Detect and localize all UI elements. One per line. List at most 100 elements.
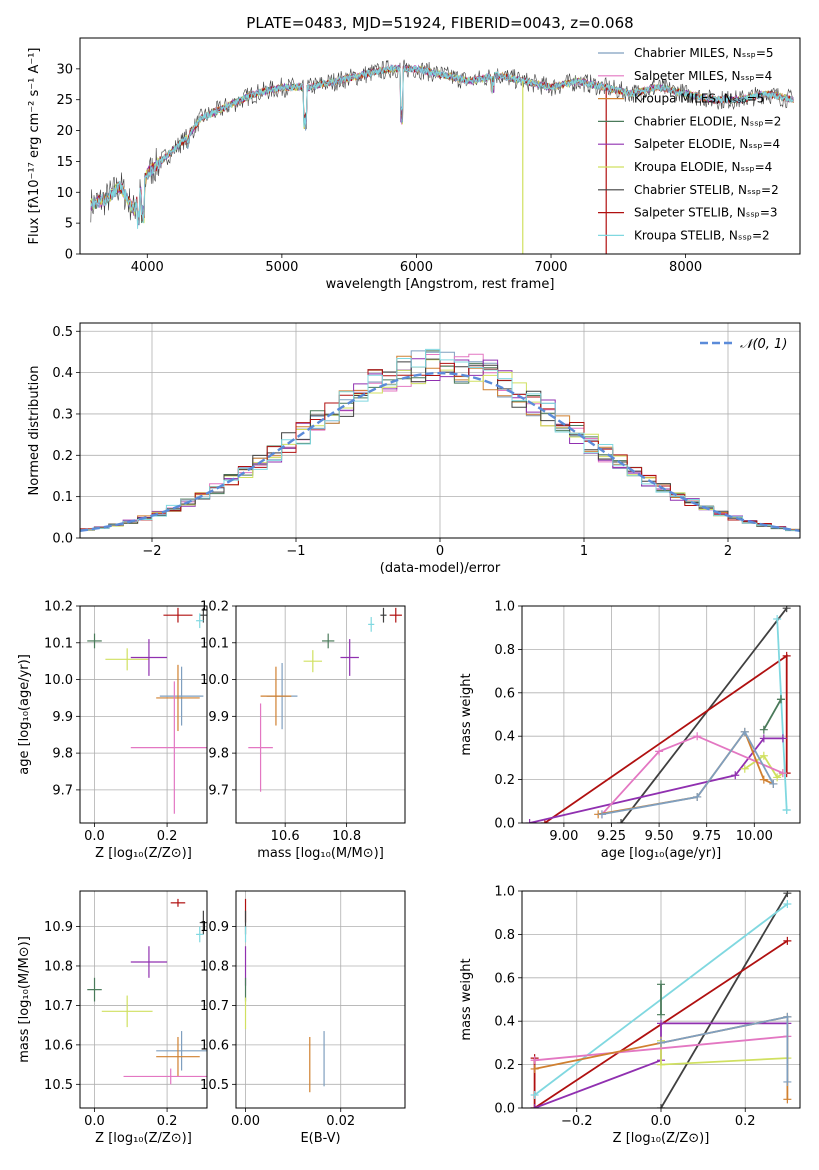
weight-line-salpeter-miles — [534, 1035, 788, 1062]
weight-marker — [597, 810, 606, 819]
x-tick-label: 0 — [436, 544, 444, 559]
y-tick-label: 0.8 — [494, 643, 515, 658]
y-tick-label: 30 — [56, 62, 73, 77]
weight-marker — [783, 1077, 792, 1086]
weight-marker — [759, 775, 768, 784]
y-axis-label: mass weight — [459, 673, 474, 755]
weight-marker — [530, 1090, 539, 1099]
x-axis-label: wavelength [Angstrom, rest frame] — [326, 277, 555, 292]
plot-area-mass_vs_Z — [87, 898, 207, 1085]
errorbar-chabrier-elodie — [87, 977, 102, 1002]
y-tick-label: 0.4 — [494, 1015, 515, 1030]
errorbar-chabrier-elodie — [322, 633, 335, 649]
axes-frame — [79, 605, 208, 824]
y-tick-label: 10.0 — [44, 673, 73, 688]
weight-marker — [778, 769, 787, 778]
x-axis-label: Z [log₁₀(Z/Z⊙)] — [95, 846, 192, 861]
x-tick-label: 10.6 — [271, 829, 300, 844]
errorbar-salpeter-miles — [123, 1068, 207, 1085]
weight-marker — [657, 1104, 665, 1108]
y-axis-label: Normed distribution — [27, 366, 42, 496]
weight-line-chabrier-miles — [601, 730, 775, 816]
y-tick-label: 10.8 — [200, 959, 229, 974]
weight-line-kroupa-elodie — [660, 1040, 788, 1066]
weight-line-kroupa-stelib — [776, 618, 788, 811]
weight-marker — [617, 819, 626, 823]
y-tick-label: 10.9 — [44, 920, 73, 935]
weight-line-kroupa-elodie — [744, 754, 784, 779]
weight-marker — [657, 980, 665, 989]
plot-area-weight_vs_age — [525, 606, 791, 823]
weight-marker — [783, 936, 792, 945]
weight-marker — [657, 1010, 665, 1019]
x-tick-label: 9.00 — [549, 829, 578, 844]
weight-marker — [759, 734, 768, 743]
weight-marker — [782, 651, 791, 660]
x-tick-label: 0.02 — [326, 1114, 355, 1129]
errorbar-chabrier-stelib — [380, 607, 387, 623]
x-tick-label: 9.50 — [645, 829, 674, 844]
errorbar-salpeter-elodie — [130, 639, 168, 676]
weight-marker — [773, 615, 782, 624]
weight-line-chabrier-stelib — [660, 892, 789, 1108]
weight-marker — [782, 606, 791, 613]
x-tick-label: −1 — [286, 544, 305, 559]
x-tick-label: −0.2 — [561, 1114, 593, 1129]
x-tick-label: 0.2 — [157, 829, 178, 844]
axes-frame — [235, 605, 406, 824]
weight-line-chabrier-elodie — [763, 698, 782, 731]
weight-marker — [769, 779, 778, 788]
y-tick-label: 10.1 — [200, 636, 229, 651]
y-tick-label: 0.2 — [52, 449, 73, 464]
y-tick-label: 0.4 — [494, 730, 515, 745]
y-tick-label: 20 — [56, 124, 73, 139]
y-tick-label: 0.0 — [52, 532, 73, 547]
y-tick-label: 0 — [65, 248, 73, 263]
y-tick-label: 10.6 — [44, 1038, 73, 1053]
y-tick-label: 10.9 — [200, 920, 229, 935]
x-tick-label: 0.0 — [84, 1114, 105, 1129]
y-tick-label: 0.5 — [52, 325, 73, 340]
weight-marker — [783, 1095, 792, 1104]
legend-label: Salpeter MILES, Nₛₛₚ=4 — [634, 69, 772, 83]
weight-line-salpeter-elodie — [529, 737, 783, 823]
y-tick-label: 10.7 — [200, 999, 229, 1014]
y-tick-label: 9.8 — [208, 747, 229, 762]
y-tick-label: 10.5 — [200, 1078, 229, 1093]
x-tick-label: 1 — [580, 544, 588, 559]
x-tick-label: 0.00 — [231, 1114, 260, 1129]
y-tick-label: 10.6 — [200, 1038, 229, 1053]
errorbar-kroupa-miles — [156, 1036, 200, 1077]
errorbar-kroupa-elodie — [101, 995, 153, 1028]
y-tick-label: 0.0 — [494, 817, 515, 832]
panel-weight_vs_age: 9.00 9.25 9.50 9.75 10.00 0.0 0.2 0.4 0.6 0.8 1.0 a… — [459, 600, 801, 861]
y-tick-label: 0.4 — [52, 366, 73, 381]
plot-area-age_vs_mass — [248, 607, 402, 792]
axes-frame — [79, 322, 801, 539]
plot-area-weight_vs_Z — [530, 891, 792, 1108]
axes-frame — [521, 605, 801, 824]
y-tick-label: 1.0 — [494, 885, 515, 900]
weight-marker — [530, 1104, 539, 1108]
errorbar-chabrier-stelib — [199, 607, 207, 623]
x-axis-label: E(B-V) — [300, 1131, 340, 1146]
spectrum-line-salpeter-stelib — [90, 64, 794, 222]
errorbar-kroupa-elodie — [303, 650, 323, 673]
x-tick-label: 5000 — [265, 260, 298, 275]
y-tick-label: 10.8 — [44, 959, 73, 974]
weight-marker — [693, 732, 702, 741]
x-tick-label: 6000 — [400, 260, 433, 275]
weight-line-chabrier-stelib — [620, 607, 788, 823]
weight-marker — [693, 792, 702, 801]
y-tick-label: 0.6 — [494, 971, 515, 986]
weight-marker — [530, 1064, 539, 1073]
y-tick-label: 10.7 — [44, 999, 73, 1014]
y-tick-label: 10.1 — [44, 636, 73, 651]
y-axis-label: mass [log₁₀(M/M⊙)] — [17, 936, 32, 1063]
errorbar-salpeter-elodie — [340, 639, 359, 676]
y-tick-label: 9.9 — [208, 710, 229, 725]
weight-line-chabrier-miles — [660, 1015, 789, 1082]
errorbar-salpeter-stelib — [170, 898, 186, 907]
errorbar-chabrier-miles — [159, 666, 204, 726]
